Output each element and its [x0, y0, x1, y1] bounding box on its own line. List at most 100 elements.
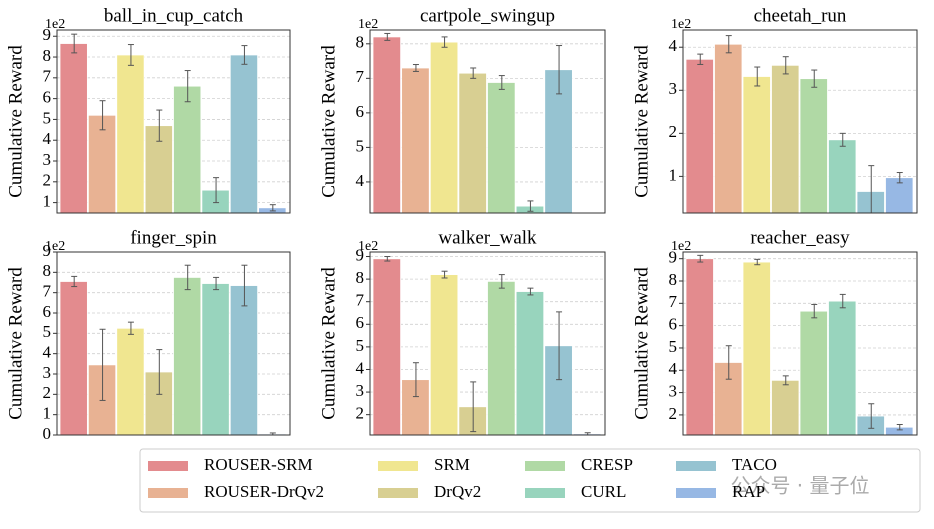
- legend-swatch: [148, 488, 188, 498]
- error-bar: [99, 100, 106, 131]
- error-bar: [839, 293, 846, 309]
- y-tick-label: 9: [356, 245, 365, 264]
- y-tick-label: 3: [356, 381, 365, 400]
- error-bar: [697, 53, 704, 65]
- legend-label: TACO: [732, 455, 777, 474]
- legend-box: [139, 448, 921, 513]
- y-tick-label: 4: [43, 343, 52, 362]
- bar: [116, 327, 145, 436]
- error-bar: [241, 264, 248, 307]
- bar: [771, 379, 800, 436]
- error-bar: [811, 303, 818, 319]
- error-bar: [441, 270, 448, 279]
- error-bar: [498, 75, 505, 90]
- error-bar: [868, 403, 875, 429]
- error-bar: [213, 276, 220, 291]
- error-bar: [754, 66, 761, 87]
- y-tick-label: 7: [356, 291, 365, 310]
- y-tick-label: 3: [669, 79, 678, 98]
- bar: [685, 58, 714, 214]
- axis-offset: 1e2: [671, 239, 691, 254]
- axes-frame: [369, 29, 606, 214]
- y-axis-label: Cumulative Reward: [631, 45, 652, 198]
- legend-swatch: [676, 461, 716, 471]
- error-bar: [184, 264, 191, 291]
- y-tick-label: 0: [43, 424, 52, 443]
- y-tick-label: 2: [43, 383, 52, 402]
- axis-offset: 1e2: [45, 17, 65, 32]
- axes-frame: [369, 251, 606, 436]
- bar: [799, 78, 828, 214]
- bar: [828, 139, 857, 214]
- bar: [201, 283, 230, 436]
- legend-label: CRESP: [581, 455, 633, 474]
- bar: [229, 54, 259, 214]
- y-tick-label: 9: [669, 248, 678, 267]
- y-tick-label: 6: [356, 313, 365, 332]
- error-bar: [527, 287, 534, 296]
- legend-swatch: [378, 488, 418, 498]
- bar: [828, 300, 857, 436]
- bar: [885, 177, 914, 214]
- y-tick-label: 3: [43, 363, 52, 382]
- chart-title: ball_in_cup_catch: [104, 5, 244, 26]
- y-tick-label: 2: [669, 404, 678, 423]
- bar: [173, 85, 202, 214]
- watermark: 公众号 · 量子位: [730, 474, 869, 498]
- error-bar: [725, 345, 732, 380]
- error-bar: [527, 200, 534, 212]
- y-tick-label: 1: [669, 165, 678, 184]
- y-tick-label: 7: [669, 292, 678, 311]
- bar: [429, 274, 459, 436]
- bar: [59, 43, 88, 214]
- y-tick-label: 1: [43, 192, 52, 211]
- error-bar: [811, 69, 818, 88]
- bar: [799, 310, 828, 436]
- legend-label: ROUSER-DrQv2: [204, 482, 324, 501]
- chart-title: reacher_easy: [750, 227, 850, 248]
- y-tick-label: 5: [43, 108, 52, 127]
- y-tick-label: 9: [43, 25, 52, 44]
- y-tick-label: 5: [356, 336, 365, 355]
- y-tick-label: 8: [43, 46, 52, 65]
- error-bar: [782, 375, 789, 386]
- legend-swatch: [148, 461, 188, 471]
- error-bar: [384, 256, 391, 262]
- y-tick-label: 8: [669, 270, 678, 289]
- chart-title: finger_spin: [130, 227, 217, 248]
- error-bar: [412, 64, 419, 72]
- axes-frame: [682, 29, 918, 214]
- error-bar: [241, 45, 248, 65]
- y-tick-label: 5: [43, 322, 52, 341]
- legend-label: RAP: [732, 482, 765, 501]
- error-bar: [384, 32, 391, 41]
- error-bar: [754, 258, 761, 266]
- chart-title: cartpole_swingup: [420, 5, 555, 26]
- error-bar: [412, 362, 419, 398]
- y-axis-label: Cumulative Reward: [318, 45, 339, 198]
- y-axis-label: Cumulative Reward: [5, 45, 26, 198]
- chart-title: walker_walk: [438, 227, 537, 248]
- y-axis-label: Cumulative Reward: [318, 267, 339, 420]
- bar: [59, 281, 88, 436]
- y-tick-label: 2: [43, 171, 52, 190]
- y-tick-label: 1: [43, 404, 52, 423]
- y-tick-label: 6: [43, 88, 52, 107]
- y-tick-label: 2: [356, 404, 365, 423]
- y-tick-label: 6: [43, 302, 52, 321]
- error-bar: [782, 56, 789, 75]
- bar: [458, 72, 487, 214]
- axes-frame: [682, 251, 918, 436]
- y-tick-label: 8: [43, 261, 52, 280]
- bar: [487, 280, 516, 436]
- y-tick-label: 2: [669, 122, 678, 141]
- error-bar: [896, 424, 903, 431]
- error-bar: [470, 67, 477, 79]
- error-bar: [184, 70, 191, 103]
- error-bar: [156, 109, 163, 142]
- error-bar: [127, 321, 134, 335]
- axes-frame: [56, 251, 291, 436]
- y-tick-label: 4: [669, 36, 678, 55]
- y-axis-label: Cumulative Reward: [5, 267, 26, 420]
